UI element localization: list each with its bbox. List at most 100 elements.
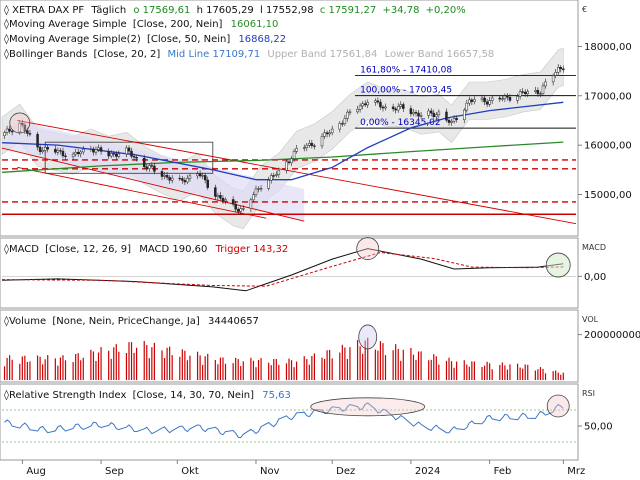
volume-bar (202, 364, 204, 380)
volume-bar (26, 361, 28, 380)
rsi-highlight-ellipse (310, 397, 426, 417)
volume-bar (438, 364, 440, 380)
sma200-params: [Close, 200, Nein] (133, 19, 223, 30)
macd-line (1, 248, 564, 292)
price-candle-body (341, 123, 344, 125)
sma50-line (1, 101, 564, 181)
volume-bar (235, 357, 237, 380)
price-candle-body (427, 110, 430, 116)
legend-marker: ◊ (4, 389, 9, 401)
volume-bar (296, 361, 298, 380)
sma50-params: [Close, 50, Nein] (147, 34, 230, 45)
volume-bar (364, 340, 366, 380)
volume-bar (217, 364, 219, 380)
bollinger-label: Bollinger Bands (9, 49, 87, 60)
price-candle-body (485, 101, 489, 105)
price-candle-body (150, 165, 154, 167)
volume-bar (468, 366, 470, 380)
price-candle-body (363, 103, 367, 106)
volume-bar (224, 363, 227, 380)
price-candle-body (536, 90, 540, 95)
rsi-axis-title: RSI (582, 389, 595, 398)
price-candle-body (231, 199, 235, 205)
price-candle-body (221, 197, 225, 202)
legend-marker: ◊ (4, 315, 9, 327)
close-value: c 17591,27 (320, 5, 376, 16)
volume-bar (237, 359, 239, 380)
rsi-params: [Close, 14, 30, 70, Nein] (133, 390, 254, 401)
price-candle-body (554, 71, 557, 76)
highlight-circle (9, 112, 31, 134)
volume-bar (110, 358, 112, 380)
volume-bar (290, 360, 293, 380)
fibonacci-label: 161,80% - 17410,08 (360, 66, 452, 76)
price-candle-body (394, 108, 397, 111)
price-candle-body (89, 148, 93, 150)
macd-trigger-line (1, 251, 564, 287)
volume-bar (463, 360, 465, 380)
fibonacci-label: 100,00% - 17003,45 (360, 86, 452, 96)
price-candle-body (374, 100, 377, 103)
price-candle-body (186, 178, 189, 183)
volume-label: Volume (9, 316, 46, 327)
price-candle-body (76, 151, 80, 155)
volume-bar (285, 363, 288, 380)
price-candle-body (290, 158, 293, 164)
macd-highlight-circle (356, 237, 380, 260)
volume-bar (379, 341, 382, 380)
macd-header: ◊MACD [Close, 12, 26, 9] MACD 190,60 Tri… (4, 243, 288, 255)
price-candle-body (115, 153, 118, 157)
price-candle-body (516, 96, 519, 101)
price-candle-body (462, 109, 466, 120)
price-candle-body (539, 93, 542, 95)
macd-trigger-value: Trigger 143,32 (215, 244, 289, 255)
price-candle-body (170, 177, 174, 181)
x-axis-tick-label: Dez (336, 466, 355, 477)
volume-bar (9, 355, 11, 380)
price-candle-body (432, 112, 436, 117)
volume-bar (504, 365, 506, 380)
price-candle-body (409, 108, 413, 115)
price-candle-body (435, 114, 438, 117)
x-axis-tick-label: Mrz (567, 466, 585, 477)
volume-bar (562, 372, 564, 380)
volume-bar (39, 356, 41, 380)
volume-bar (214, 360, 216, 380)
price-candle-body (412, 112, 415, 115)
price-candle-body (127, 147, 131, 152)
price-candle-body (556, 67, 560, 73)
price-header: ◊ XETRA DAX PF Täglich o 17569,61 h 1760… (4, 4, 466, 16)
price-candle-body (508, 97, 512, 101)
price-candle-body (145, 166, 149, 169)
volume-bar (486, 361, 488, 380)
price-candle-body (417, 112, 420, 117)
volume-bar (346, 358, 349, 380)
volume-bar (466, 364, 468, 380)
volume-bar (356, 340, 359, 380)
volume-bar (374, 349, 376, 380)
trend-channel-line (17, 120, 577, 225)
volume-bar (278, 364, 280, 380)
volume-bar (257, 359, 260, 380)
volume-bar (306, 359, 308, 380)
volume-bar (80, 360, 82, 380)
volume-bar (555, 370, 557, 380)
price-candle-body (71, 153, 75, 157)
volume-bar (450, 361, 453, 380)
volume-bar (499, 364, 501, 380)
price-candle-body (183, 180, 187, 183)
volume-bar (100, 347, 102, 380)
price-candle-body (18, 122, 22, 133)
volume-bar (204, 356, 206, 380)
interval: Täglich (90, 5, 126, 16)
price-candle-body (308, 142, 311, 146)
price-candle-body (219, 195, 222, 199)
volume-bar (128, 342, 130, 380)
price-candle-body (23, 124, 27, 131)
volume-bar (189, 355, 191, 380)
price-candle-body (358, 105, 362, 110)
price-candle-body (269, 175, 273, 181)
price-candle-body (465, 102, 469, 111)
price-candle-body (234, 203, 237, 210)
